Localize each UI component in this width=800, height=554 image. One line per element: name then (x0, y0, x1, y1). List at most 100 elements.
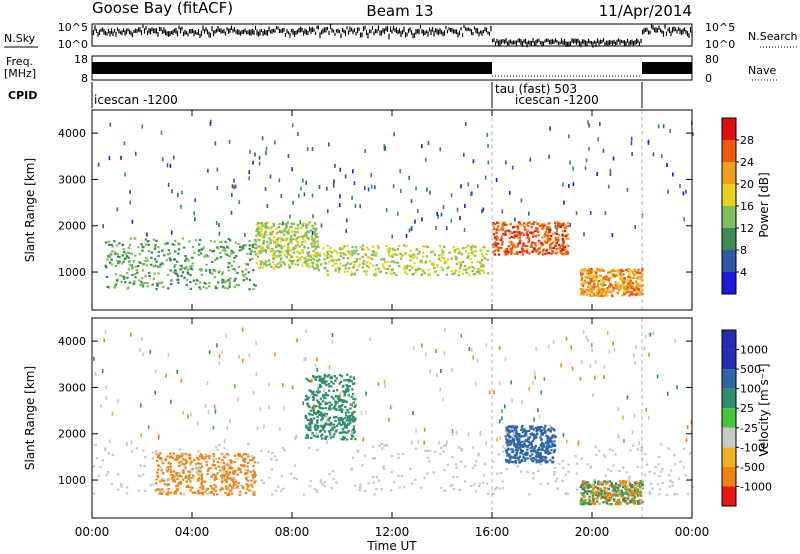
data-cell (302, 222, 306, 225)
data-cell (307, 403, 310, 406)
data-cell (623, 484, 626, 487)
data-cell (369, 262, 372, 265)
data-cell (676, 385, 678, 390)
data-cell (624, 484, 627, 487)
data-cell (344, 253, 347, 257)
data-cell (392, 272, 396, 275)
data-cell (580, 293, 583, 296)
data-cell (590, 290, 593, 294)
data-cell (478, 272, 481, 275)
data-cell (197, 489, 200, 492)
data-cell (162, 472, 165, 475)
data-cell (637, 284, 640, 287)
data-cell (337, 417, 340, 420)
data-cell (222, 477, 226, 480)
data-cell (621, 282, 625, 285)
data-cell (546, 482, 550, 485)
data-cell (209, 119, 212, 124)
data-cell (595, 278, 599, 281)
data-cell (416, 209, 419, 214)
data-cell (505, 451, 509, 455)
data-cell (390, 470, 393, 474)
data-cell (298, 252, 301, 255)
data-cell (287, 253, 290, 256)
data-cell (334, 415, 338, 419)
data-cell (269, 239, 272, 242)
data-cell (408, 264, 412, 268)
velocity-cbar-tick-label: -25 (740, 422, 758, 435)
data-cell (544, 456, 547, 459)
data-cell (268, 263, 272, 266)
data-cell (530, 245, 534, 248)
data-cell (197, 466, 201, 469)
data-cell (301, 223, 304, 226)
data-cell (615, 489, 618, 492)
y-tick-label: 2000 (58, 220, 86, 233)
data-cell (392, 480, 396, 484)
data-cell (545, 434, 548, 437)
data-cell (290, 262, 294, 265)
data-cell (116, 207, 119, 212)
data-cell (204, 282, 208, 285)
data-cell (218, 223, 220, 228)
data-cell (507, 441, 510, 444)
data-cell (564, 226, 567, 229)
data-cell (534, 242, 537, 245)
data-cell (507, 425, 510, 428)
data-cell (523, 442, 526, 446)
data-cell (486, 272, 490, 275)
data-cell (359, 246, 362, 249)
data-cell (476, 184, 479, 189)
data-cell (497, 453, 500, 456)
data-cell (324, 254, 328, 257)
data-cell (595, 453, 598, 457)
data-cell (551, 442, 554, 446)
data-cell (587, 501, 591, 504)
data-cell (303, 261, 306, 264)
nave-label: Nave (748, 64, 776, 77)
data-cell (253, 491, 256, 494)
data-cell (305, 426, 308, 429)
data-cell (279, 264, 283, 267)
data-cell (510, 426, 513, 429)
data-cell (306, 223, 309, 226)
data-cell (352, 425, 356, 428)
data-cell (129, 237, 133, 240)
data-cell (208, 491, 211, 494)
data-cell (658, 474, 661, 478)
data-cell (208, 281, 211, 284)
data-cell (176, 457, 180, 460)
data-cell (527, 237, 531, 240)
nave-bottom-tick: 0 (705, 72, 712, 85)
data-cell (150, 251, 154, 254)
data-cell (324, 437, 327, 440)
data-cell (524, 431, 528, 434)
data-cell (671, 172, 674, 177)
data-cell (344, 388, 348, 391)
data-cell (378, 270, 381, 273)
data-cell (516, 465, 519, 468)
data-cell (509, 455, 513, 458)
data-cell (523, 429, 527, 432)
data-cell (161, 467, 164, 471)
data-cell (271, 254, 275, 257)
data-cell (267, 450, 270, 453)
data-cell (159, 490, 163, 493)
data-cell (290, 235, 293, 238)
data-cell (581, 499, 585, 502)
data-cell (652, 152, 655, 157)
data-cell (319, 434, 323, 438)
data-cell (352, 401, 355, 404)
data-cell (413, 346, 415, 351)
data-cell (318, 383, 322, 387)
data-cell (541, 253, 545, 256)
data-cell (313, 425, 317, 428)
data-cell (464, 249, 468, 253)
data-cell (326, 422, 329, 425)
data-cell (117, 399, 119, 404)
data-cell (548, 441, 551, 444)
data-cell (134, 276, 137, 279)
data-cell (312, 239, 316, 242)
data-cell (308, 380, 312, 383)
